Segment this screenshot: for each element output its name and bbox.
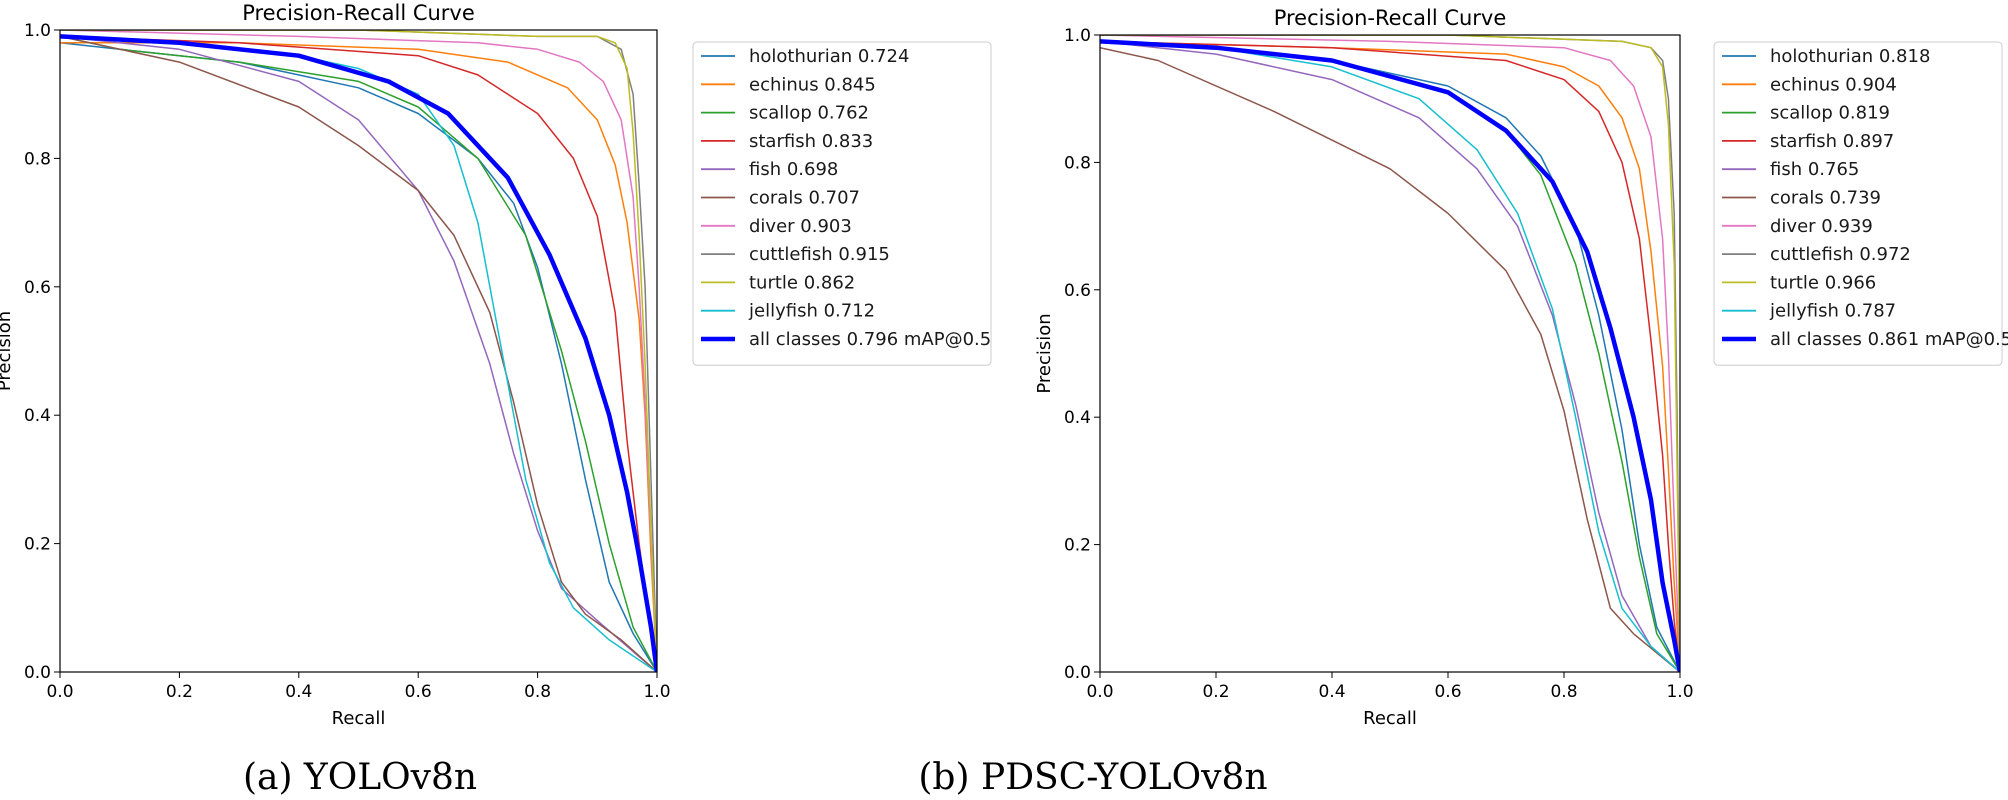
- legend-label-jellyfish: jellyfish 0.787: [1769, 301, 1896, 322]
- x-tick-label: 0.2: [1202, 682, 1229, 702]
- series-line-corals: [1100, 46, 1680, 672]
- legend-label-echinus: echinus 0.904: [1770, 74, 1897, 95]
- x-tick-label: 0.8: [524, 682, 551, 702]
- series-line-jellyfish: [1100, 40, 1680, 672]
- legend-label-scallop: scallop 0.762: [749, 103, 869, 124]
- curves: [60, 30, 657, 672]
- series-line-fish: [1100, 40, 1680, 672]
- chart-panel-b: Precision-Recall Curve 0.0 0.2 0.4 0.6 0.8 1.0…: [1034, 6, 2008, 729]
- legend-box: [692, 41, 992, 366]
- x-tick-label: 1.0: [643, 682, 670, 702]
- y-tick-label: 0.4: [24, 406, 51, 426]
- legend-label-fish: fish 0.765: [1770, 159, 1859, 180]
- x-tick-label: 0.4: [285, 682, 312, 702]
- y-tick-label: 0.6: [1064, 281, 1091, 301]
- series-line-fish: [60, 35, 657, 672]
- x-tick-label: 0.2: [166, 682, 193, 702]
- chart-panel-a: Precision-Recall Curve 0.0 0.2 0.4 0.6 0.8 1.0…: [0, 1, 992, 729]
- legend-label-starfish: starfish 0.833: [749, 131, 873, 152]
- y-tick-label: 0.2: [1064, 536, 1091, 556]
- x-tick-label: 0.8: [1550, 682, 1577, 702]
- x-tick-label: 1.0: [1666, 682, 1693, 702]
- y-tick-label: 0.0: [1064, 663, 1091, 683]
- y-tick-label: 0.2: [24, 535, 51, 555]
- x-axis-label: Recall: [1363, 708, 1417, 729]
- legend-label-fish: fish 0.698: [749, 159, 838, 180]
- series-line-starfish: [1100, 40, 1680, 672]
- x-tick-label: 0.6: [405, 682, 432, 702]
- y-tick-label: 0.6: [24, 278, 51, 298]
- legend-label-corals: corals 0.739: [1770, 188, 1881, 209]
- legend: holothurian 0.724 echinus 0.845 scallop 0.…: [692, 41, 992, 366]
- series-line-turtle: [60, 30, 657, 672]
- legend-label-diver: diver 0.903: [749, 216, 852, 237]
- chart-title: Precision-Recall Curve: [1274, 6, 1507, 30]
- legend-label-echinus: echinus 0.845: [749, 74, 876, 95]
- y-axis-label: Precision: [1034, 313, 1055, 393]
- y-axis-label: Precision: [0, 311, 15, 391]
- caption-a: (a) YOLOv8n: [243, 757, 477, 798]
- legend-label-turtle: turtle 0.966: [1770, 272, 1876, 293]
- caption-b: (b) PDSC-YOLOv8n: [918, 757, 1267, 798]
- series-line-all-classes: [60, 34, 657, 672]
- x-tick-label: 0.0: [1086, 682, 1113, 702]
- chart-title: Precision-Recall Curve: [242, 1, 475, 25]
- legend-label-scallop: scallop 0.819: [1770, 103, 1890, 124]
- y-tick-label: 1.0: [1064, 26, 1091, 46]
- legend-box: [1713, 41, 2003, 366]
- legend-label-all-classes: all classes 0.796 mAP@0.5: [749, 329, 991, 350]
- y-tick-label: 0.8: [24, 149, 51, 169]
- series-line-turtle: [1100, 35, 1680, 672]
- y-tick-label: 1.0: [24, 21, 51, 41]
- legend-label-cuttlefish: cuttlefish 0.915: [749, 244, 890, 265]
- plot-frame: [59, 29, 658, 673]
- series-line-corals: [60, 35, 657, 672]
- series-line-echinus: [1100, 40, 1680, 672]
- series-line-all-classes: [1100, 39, 1680, 672]
- legend-label-holothurian: holothurian 0.818: [1770, 46, 1930, 67]
- legend-label-starfish: starfish 0.897: [1770, 131, 1894, 152]
- legend-label-turtle: turtle 0.862: [749, 272, 855, 293]
- legend: holothurian 0.818 echinus 0.904 scallop 0.…: [1713, 41, 2008, 366]
- x-tick-label: 0.6: [1434, 682, 1461, 702]
- legend-label-diver: diver 0.939: [1770, 216, 1873, 237]
- legend-label-cuttlefish: cuttlefish 0.972: [1770, 244, 1911, 265]
- y-tick-label: 0.8: [1064, 153, 1091, 173]
- legend-label-jellyfish: jellyfish 0.712: [748, 301, 875, 322]
- x-axis-label: Recall: [332, 708, 386, 729]
- curves: [1100, 35, 1680, 672]
- x-tick-label: 0.0: [46, 682, 73, 702]
- legend-label-holothurian: holothurian 0.724: [749, 46, 909, 67]
- y-tick-label: 0.4: [1064, 408, 1091, 428]
- x-tick-label: 0.4: [1318, 682, 1345, 702]
- plot-frame: [1099, 34, 1681, 673]
- legend-label-all-classes: all classes 0.861 mAP@0.5: [1770, 329, 2008, 350]
- series-line-diver: [60, 30, 657, 672]
- series-line-diver: [1100, 35, 1680, 672]
- legend-label-corals: corals 0.707: [749, 188, 860, 209]
- y-tick-label: 0.0: [24, 663, 51, 683]
